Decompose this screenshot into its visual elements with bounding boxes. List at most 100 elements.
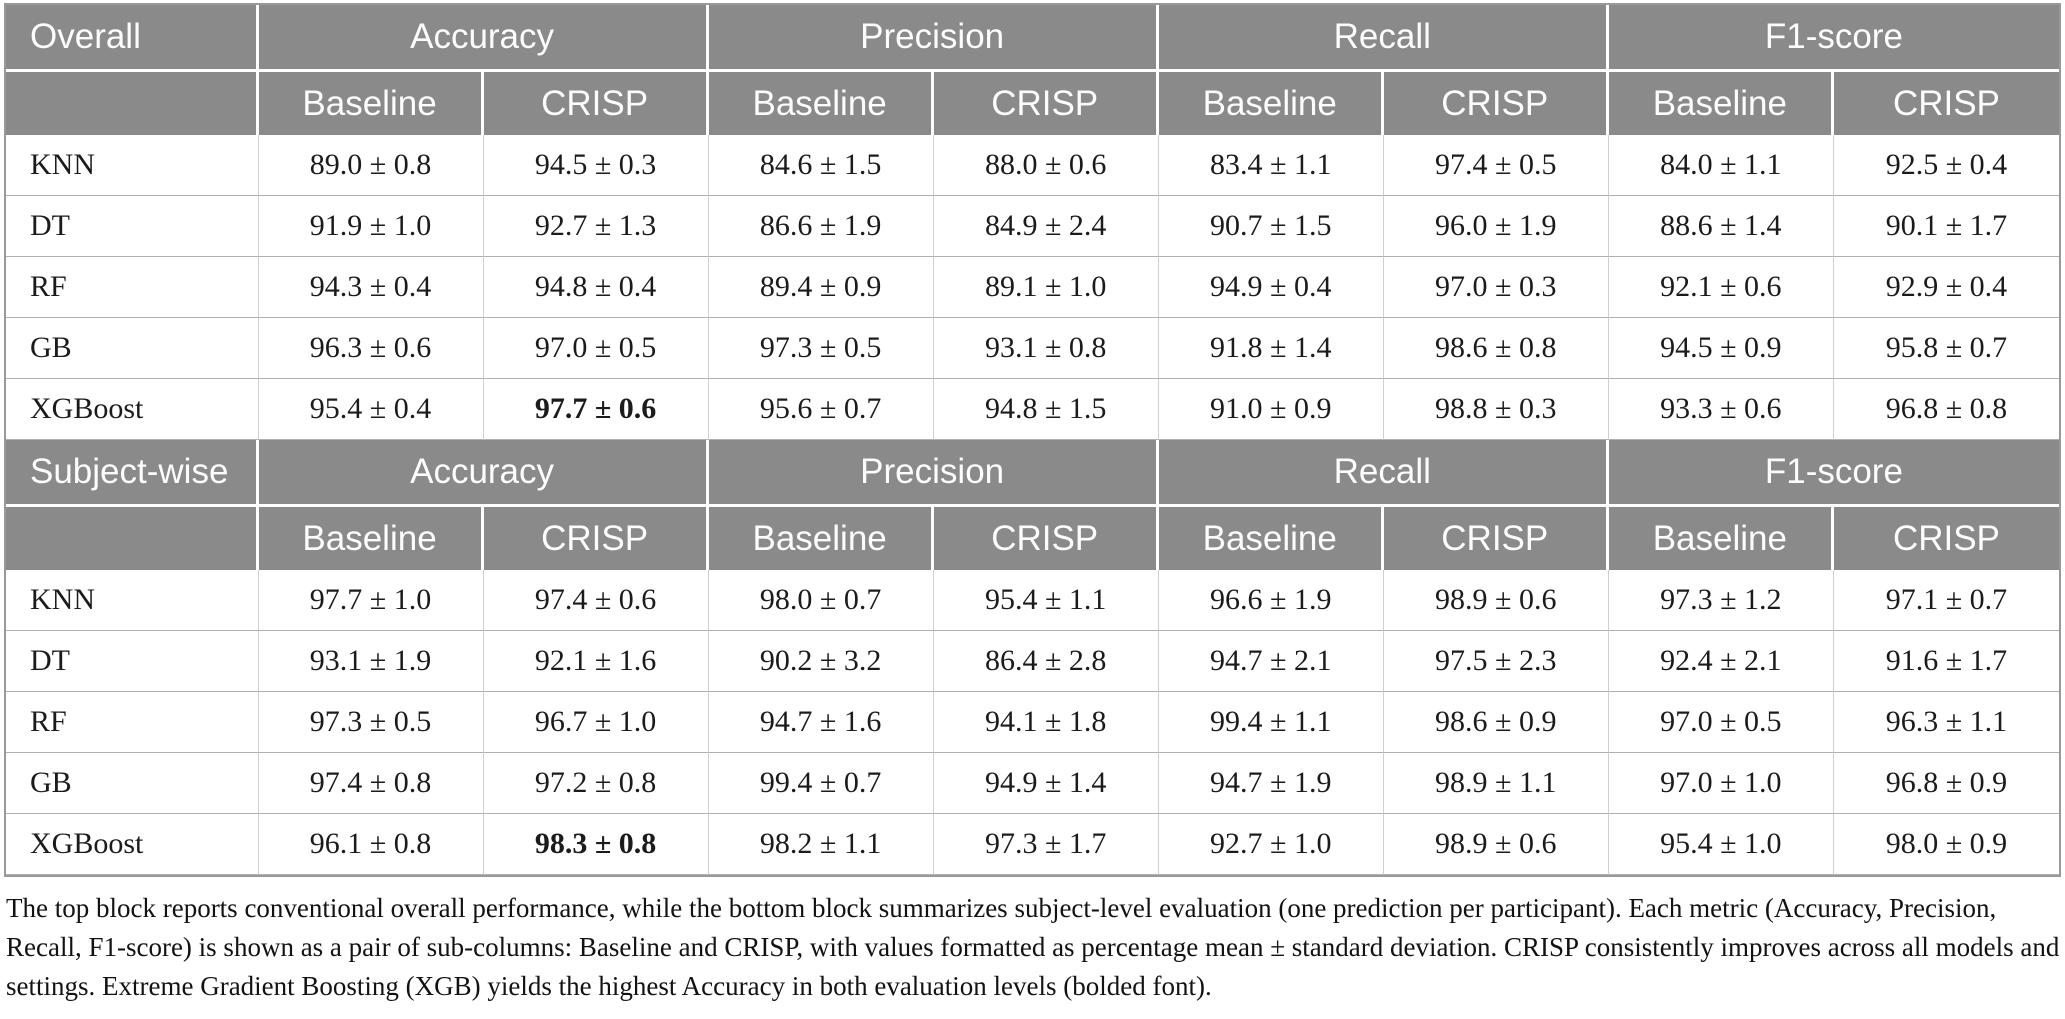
table-frame: Overall Accuracy Precision Recall F1-score Ba…	[4, 3, 2061, 877]
sub-header: Baseline	[258, 507, 484, 570]
model-name-cell: XGBoost	[6, 814, 259, 875]
value-cell: 94.1 ± 1.8	[933, 692, 1159, 753]
value-cell: 86.4 ± 2.8	[933, 631, 1159, 692]
sub-header: CRISP	[1383, 507, 1609, 570]
value-cell: 99.4 ± 0.7	[708, 753, 934, 814]
value-cell: 98.3 ± 0.8	[483, 814, 709, 875]
model-name-cell: DT	[6, 631, 259, 692]
sub-header: CRISP	[1383, 72, 1609, 135]
value-cell: 90.7 ± 1.5	[1158, 196, 1384, 257]
value-cell: 92.7 ± 1.3	[483, 196, 709, 257]
metric-header-row: Subject-wise Accuracy Precision Recall F1-sc…	[6, 440, 2059, 507]
value-cell: 98.2 ± 1.1	[708, 814, 934, 875]
value-cell: 99.4 ± 1.1	[1158, 692, 1384, 753]
block-label: Overall	[6, 5, 259, 72]
sub-header: CRISP	[483, 72, 709, 135]
value-cell: 86.6 ± 1.9	[708, 196, 934, 257]
table-row: GB 96.3 ± 0.6 97.0 ± 0.5 97.3 ± 0.5 93.1 ± 0…	[6, 318, 2059, 379]
value-cell: 98.0 ± 0.7	[708, 570, 934, 631]
sub-header: Baseline	[708, 72, 934, 135]
value-cell: 97.0 ± 1.0	[1608, 753, 1834, 814]
table-row: XGBoost 95.4 ± 0.4 97.7 ± 0.6 95.6 ± 0.7 94.…	[6, 379, 2059, 440]
value-cell: 97.7 ± 0.6	[483, 379, 709, 440]
table-row: RF 94.3 ± 0.4 94.8 ± 0.4 89.4 ± 0.9 89.1 ± 1…	[6, 257, 2059, 318]
value-cell: 98.6 ± 0.8	[1383, 318, 1609, 379]
metric-header: Accuracy	[258, 5, 709, 72]
value-cell: 94.7 ± 1.9	[1158, 753, 1384, 814]
value-cell: 97.0 ± 0.5	[483, 318, 709, 379]
sub-header: CRISP	[933, 72, 1159, 135]
metric-header: Recall	[1158, 5, 1609, 72]
model-name-cell: GB	[6, 318, 259, 379]
value-cell: 94.7 ± 2.1	[1158, 631, 1384, 692]
sub-header-row: Baseline CRISP Baseline CRISP Baseline CRISP B…	[6, 507, 2059, 570]
value-cell: 92.5 ± 0.4	[1833, 135, 2059, 196]
empty-header-cell	[6, 72, 259, 135]
value-cell: 92.1 ± 1.6	[483, 631, 709, 692]
model-name-cell: RF	[6, 692, 259, 753]
table-row: KNN 89.0 ± 0.8 94.5 ± 0.3 84.6 ± 1.5 88.0 ± …	[6, 135, 2059, 196]
sub-header: CRISP	[483, 507, 709, 570]
value-cell: 88.0 ± 0.6	[933, 135, 1159, 196]
value-cell: 95.4 ± 0.4	[258, 379, 484, 440]
model-name-cell: KNN	[6, 135, 259, 196]
metric-header-row: Overall Accuracy Precision Recall F1-score	[6, 5, 2059, 72]
value-cell: 94.8 ± 0.4	[483, 257, 709, 318]
value-cell: 98.6 ± 0.9	[1383, 692, 1609, 753]
metric-header: Precision	[708, 440, 1159, 507]
value-cell: 89.1 ± 1.0	[933, 257, 1159, 318]
value-cell: 91.9 ± 1.0	[258, 196, 484, 257]
value-cell: 97.0 ± 0.5	[1608, 692, 1834, 753]
sub-header: Baseline	[1608, 507, 1834, 570]
value-cell: 97.7 ± 1.0	[258, 570, 484, 631]
sub-header: Baseline	[1608, 72, 1834, 135]
value-cell: 93.1 ± 0.8	[933, 318, 1159, 379]
value-cell: 97.3 ± 0.5	[258, 692, 484, 753]
model-name-cell: GB	[6, 753, 259, 814]
sub-header: CRISP	[933, 507, 1159, 570]
model-name-cell: KNN	[6, 570, 259, 631]
metric-header: Accuracy	[258, 440, 709, 507]
value-cell: 91.6 ± 1.7	[1833, 631, 2059, 692]
value-cell: 83.4 ± 1.1	[1158, 135, 1384, 196]
value-cell: 96.7 ± 1.0	[483, 692, 709, 753]
value-cell: 94.5 ± 0.9	[1608, 318, 1834, 379]
value-cell: 89.0 ± 0.8	[258, 135, 484, 196]
value-cell: 96.3 ± 1.1	[1833, 692, 2059, 753]
block-label: Subject-wise	[6, 440, 259, 507]
table-footnote: The top block reports conventional overa…	[6, 893, 2060, 1001]
value-cell: 88.6 ± 1.4	[1608, 196, 1834, 257]
value-cell: 95.8 ± 0.7	[1833, 318, 2059, 379]
value-cell: 94.3 ± 0.4	[258, 257, 484, 318]
sub-header: Baseline	[708, 507, 934, 570]
results-table: Overall Accuracy Precision Recall F1-score Ba…	[6, 5, 2059, 875]
metric-header: Recall	[1158, 440, 1609, 507]
value-cell: 92.7 ± 1.0	[1158, 814, 1384, 875]
value-cell: 95.4 ± 1.0	[1608, 814, 1834, 875]
value-cell: 98.0 ± 0.9	[1833, 814, 2059, 875]
value-cell: 95.4 ± 1.1	[933, 570, 1159, 631]
value-cell: 92.1 ± 0.6	[1608, 257, 1834, 318]
value-cell: 98.8 ± 0.3	[1383, 379, 1609, 440]
metric-header: F1-score	[1608, 5, 2059, 72]
model-name-cell: RF	[6, 257, 259, 318]
sub-header: Baseline	[1158, 507, 1384, 570]
value-cell: 98.9 ± 0.6	[1383, 570, 1609, 631]
value-cell: 89.4 ± 0.9	[708, 257, 934, 318]
results-table-body: Overall Accuracy Precision Recall F1-score Ba…	[6, 5, 2059, 875]
value-cell: 95.6 ± 0.7	[708, 379, 934, 440]
value-cell: 94.7 ± 1.6	[708, 692, 934, 753]
value-cell: 91.8 ± 1.4	[1158, 318, 1384, 379]
value-cell: 94.8 ± 1.5	[933, 379, 1159, 440]
value-cell: 94.9 ± 0.4	[1158, 257, 1384, 318]
table-row: DT 91.9 ± 1.0 92.7 ± 1.3 86.6 ± 1.9 84.9 ± 2…	[6, 196, 2059, 257]
value-cell: 97.1 ± 0.7	[1833, 570, 2059, 631]
table-row: XGBoost 96.1 ± 0.8 98.3 ± 0.8 98.2 ± 1.1 97.…	[6, 814, 2059, 875]
value-cell: 96.1 ± 0.8	[258, 814, 484, 875]
sub-header: CRISP	[1833, 72, 2059, 135]
value-cell: 92.9 ± 0.4	[1833, 257, 2059, 318]
value-cell: 90.2 ± 3.2	[708, 631, 934, 692]
value-cell: 93.1 ± 1.9	[258, 631, 484, 692]
value-cell: 97.2 ± 0.8	[483, 753, 709, 814]
value-cell: 97.4 ± 0.5	[1383, 135, 1609, 196]
